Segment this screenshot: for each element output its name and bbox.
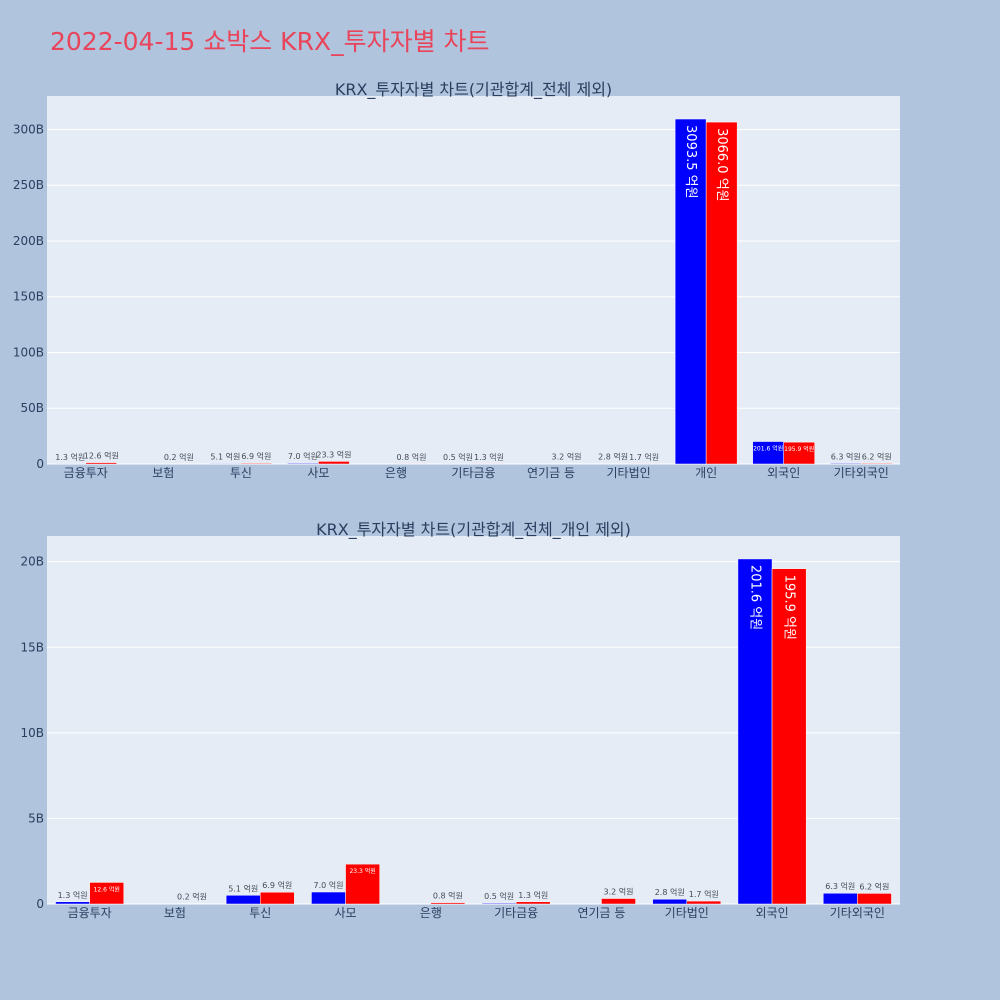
bar	[705, 121, 738, 465]
data-label: 7.0 억원	[288, 451, 318, 461]
data-label: 2.8 억원	[655, 887, 685, 897]
x-tick-label: 연기금 등	[527, 466, 575, 480]
data-label: 1.7 억원	[689, 889, 719, 899]
data-label: 0.8 억원	[396, 452, 426, 462]
data-label: 6.2 억원	[862, 451, 892, 461]
data-label: 3.2 억원	[552, 452, 582, 462]
y-tick-label: 50B	[20, 401, 44, 415]
data-label: 1.3 억원	[58, 890, 88, 900]
x-tick-label: 보험	[152, 466, 174, 480]
x-tick-label: 보험	[164, 906, 186, 920]
y-tick-label: 250B	[13, 178, 44, 192]
data-label: 1.7 억원	[629, 452, 659, 462]
x-tick-label: 연기금 등	[577, 906, 625, 920]
x-tick-label: 사모	[335, 906, 357, 920]
bar	[857, 893, 892, 905]
y-tick-label: 300B	[13, 122, 44, 136]
x-tick-label: 외국인	[755, 906, 788, 920]
y-tick-label: 0	[36, 897, 44, 911]
bar	[783, 441, 815, 465]
chart-title: KRX_투자자별 차트(기관합계_전체_개인 제외)	[316, 520, 631, 540]
y-tick-label: 150B	[13, 290, 44, 304]
data-label: 23.3 억원	[316, 449, 351, 459]
data-label: 195.9 억원	[782, 575, 797, 640]
page-title: 2022-04-15 쇼박스 KRX_투자자별 차트	[50, 27, 490, 56]
data-label: 1.3 억원	[474, 452, 504, 462]
bar	[481, 902, 517, 905]
data-label: 6.3 억원	[831, 451, 861, 461]
data-label: 0.2 억원	[164, 452, 194, 462]
data-label: 0.8 억원	[433, 891, 463, 901]
data-label: 6.9 억원	[262, 880, 292, 890]
data-label: 12.6 억원	[94, 885, 120, 893]
data-label: 2.8 억원	[598, 452, 628, 462]
data-label: 0.5 억원	[484, 891, 514, 901]
x-tick-label: 기타법인	[607, 466, 651, 480]
data-label: 12.6 억원	[84, 451, 119, 461]
bar	[430, 902, 466, 905]
y-tick-label: 0	[36, 457, 44, 471]
data-label: 6.3 억원	[825, 881, 855, 891]
bar	[318, 461, 350, 465]
bar	[652, 898, 688, 905]
bar	[85, 462, 118, 465]
x-tick-label: 기타금융	[451, 466, 495, 480]
x-tick-label: 기타금융	[494, 906, 538, 920]
y-tick-label: 15B	[20, 640, 44, 654]
data-label: 7.0 억원	[313, 880, 343, 890]
y-tick-label: 100B	[13, 345, 44, 359]
data-label: 1.3 억원	[518, 890, 548, 900]
x-tick-label: 금융투자	[64, 466, 108, 480]
data-label: 23.3 억원	[349, 867, 375, 875]
data-label: 201.6 억원	[747, 565, 762, 630]
x-tick-label: 기타법인	[665, 906, 709, 920]
data-label: 195.9 억원	[784, 445, 814, 453]
x-tick-label: 은행	[385, 465, 407, 480]
data-label: 6.9 억원	[241, 451, 271, 461]
data-label: 1.3 억원	[55, 452, 85, 462]
bar	[311, 891, 346, 905]
y-tick-label: 5B	[28, 811, 44, 825]
data-label: 5.1 억원	[210, 451, 240, 461]
x-tick-label: 기타외국인	[830, 906, 885, 920]
x-tick-label: 투신	[230, 466, 252, 480]
bar	[260, 891, 295, 905]
bar	[674, 118, 707, 465]
bar	[737, 558, 773, 905]
y-tick-label: 10B	[20, 726, 44, 740]
bar	[601, 898, 636, 905]
bar	[515, 901, 551, 905]
x-tick-label: 외국인	[767, 466, 800, 480]
bar	[860, 463, 893, 465]
data-label: 3066.0 억원	[714, 128, 729, 202]
x-tick-label: 개인	[695, 466, 717, 480]
data-label: 0.5 억원	[443, 452, 473, 462]
bar	[240, 462, 273, 465]
chart-title: KRX_투자자별 차트(기관합계_전체 제외)	[335, 80, 612, 100]
y-tick-label: 20B	[20, 555, 44, 569]
x-tick-label: 기타외국인	[834, 466, 889, 480]
data-label: 3093.5 억원	[683, 125, 698, 199]
data-label: 5.1 억원	[228, 883, 258, 893]
bar	[89, 882, 125, 905]
data-label: 6.2 억원	[859, 881, 889, 891]
bar	[55, 901, 90, 905]
x-tick-label: 은행	[420, 905, 442, 920]
data-label: 0.2 억원	[177, 892, 207, 902]
bar	[225, 895, 261, 905]
plot-area	[47, 96, 900, 464]
y-tick-label: 200B	[13, 234, 44, 248]
x-tick-label: 투신	[249, 906, 271, 920]
data-label: 201.6 억원	[753, 445, 783, 453]
x-tick-label: 사모	[307, 466, 329, 480]
bar	[771, 568, 807, 905]
bar	[686, 900, 722, 905]
x-tick-label: 금융투자	[68, 906, 112, 920]
data-label: 3.2 억원	[604, 887, 634, 897]
bar	[345, 863, 380, 905]
bar	[822, 892, 858, 905]
